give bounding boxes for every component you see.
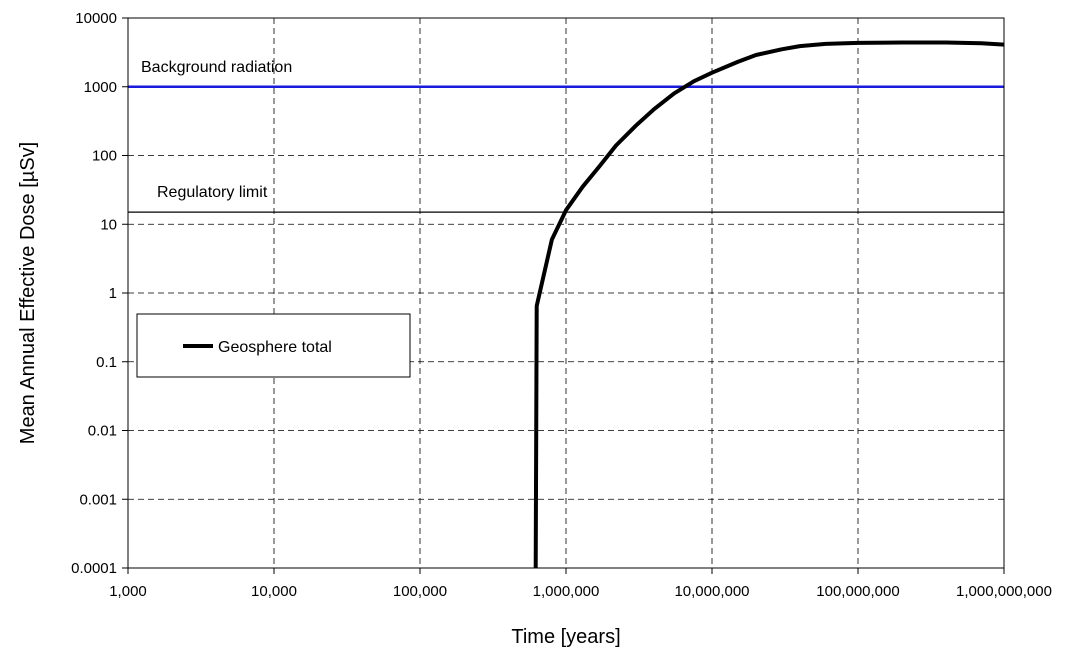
- background-radiation-label: Background radiation: [141, 59, 292, 76]
- x-tick-label: 1,000,000: [533, 583, 600, 600]
- series-layer: [533, 40, 1005, 569]
- y-axis-title: Mean Annual Effective Dose [µSv]: [17, 142, 39, 444]
- x-axis-title: Time [years]: [511, 626, 620, 648]
- y-tick-label: 1000: [84, 79, 117, 96]
- x-tick-label: 100,000: [393, 583, 447, 600]
- legend-box: [136, 313, 411, 378]
- y-tick-label: 0.1: [96, 354, 117, 371]
- legend: Geosphere total: [136, 313, 411, 378]
- x-tick-label: 10,000: [251, 583, 297, 600]
- axis-ticks: [122, 17, 1005, 574]
- legend-label-geosphere-total: Geosphere total: [218, 339, 332, 356]
- x-tick-label: 1,000: [109, 583, 147, 600]
- y-tick-label: 10: [100, 216, 117, 233]
- y-tick-label: 100: [92, 148, 117, 165]
- y-axis-tick-labels: 0.0001 0.001 0.01 0.1 1 10 100 1000 10000: [71, 10, 117, 577]
- y-tick-label: 10000: [75, 10, 117, 27]
- x-tick-label: 100,000,000: [816, 583, 899, 600]
- regulatory-limit-label: Regulatory limit: [157, 184, 268, 201]
- y-tick-label: 0.0001: [71, 560, 117, 577]
- x-tick-label: 1,000,000,000: [956, 583, 1052, 600]
- y-tick-label: 0.001: [79, 491, 117, 508]
- x-tick-label: 10,000,000: [674, 583, 749, 600]
- y-tick-label: 0.01: [88, 423, 117, 440]
- y-tick-label: 1: [109, 285, 117, 302]
- grid-lines: [128, 18, 1004, 568]
- series-line-geosphere-total: [533, 40, 1005, 569]
- x-axis-tick-labels: 1,000 10,000 100,000 1,000,000 10,000,000 100…: [109, 583, 1052, 600]
